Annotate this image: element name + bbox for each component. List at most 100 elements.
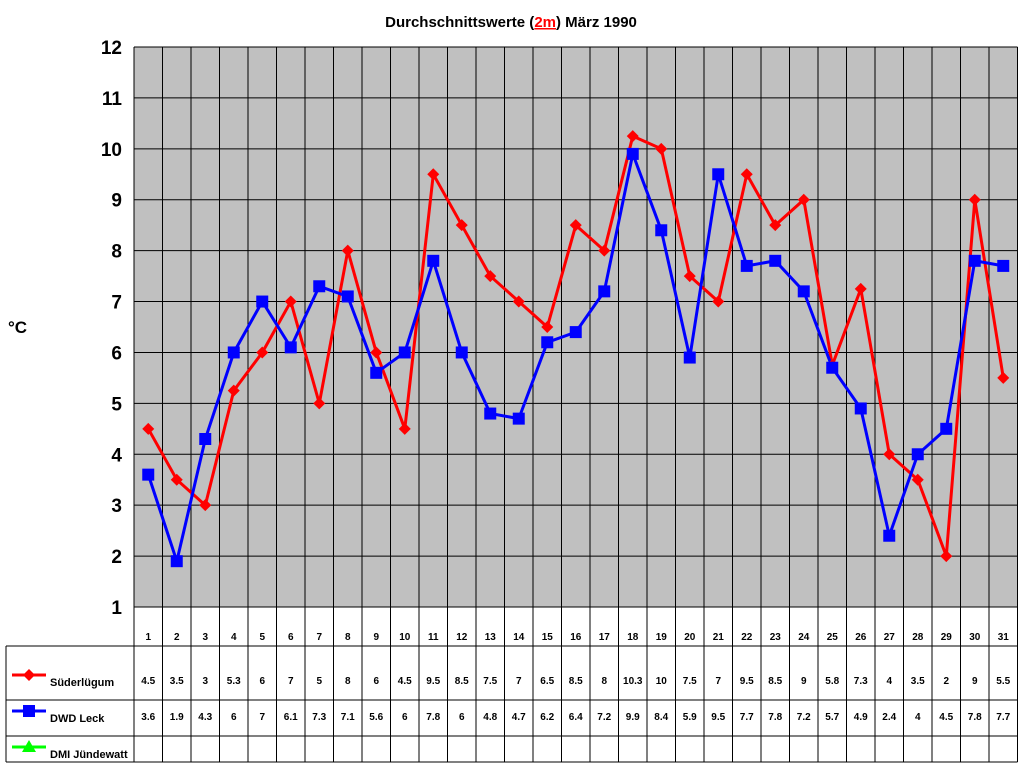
data-point	[569, 219, 582, 232]
data-label: 5.7	[825, 712, 839, 723]
data-table: 1 2 3 4 5 6 7 8 9 10 11 12 13 14 15 16 17 18 19 20 21 22 23 24 2…	[5, 606, 1018, 763]
data-label: 7.7	[996, 712, 1010, 723]
data-label: 7.1	[341, 712, 355, 723]
data-point	[911, 473, 924, 486]
data-point	[313, 397, 326, 410]
data-label: 5.8	[825, 676, 839, 687]
legend-label-1: DWD Leck	[50, 713, 105, 725]
x-category-label: 21	[713, 632, 725, 643]
data-point	[797, 193, 810, 206]
data-label: 8.5	[455, 676, 469, 687]
data-point	[769, 254, 782, 267]
data-label: 7.7	[740, 712, 754, 723]
data-label: 10	[656, 676, 668, 687]
y-tick-label: 12	[101, 38, 122, 59]
data-label: 6	[259, 676, 265, 687]
legend-label-2: DMI Jündewatt	[50, 749, 128, 761]
data-point	[940, 422, 953, 435]
data-point	[854, 402, 867, 415]
x-category-label: 22	[741, 632, 753, 643]
y-tick-label: 10	[101, 140, 122, 161]
x-category-label: 31	[998, 632, 1010, 643]
y-tick-label: 7	[111, 293, 122, 314]
chart-title: Durchschnittswerte (2m) März 1990	[385, 14, 637, 31]
x-category-label: 26	[855, 632, 867, 643]
data-point	[256, 295, 269, 308]
data-label: 6.5	[540, 676, 554, 687]
data-point	[626, 147, 639, 160]
data-label: 2.4	[882, 712, 896, 723]
data-label: 8.5	[569, 676, 583, 687]
data-label: 8.5	[768, 676, 782, 687]
data-label: 5.3	[227, 676, 241, 687]
data-label: 9.5	[711, 712, 725, 723]
data-point	[997, 259, 1010, 272]
y-tick-label: 8	[111, 242, 122, 263]
data-point	[740, 168, 753, 181]
data-label: 7.8	[968, 712, 982, 723]
y-tick-label: 6	[111, 343, 122, 364]
data-point	[142, 422, 155, 435]
data-point	[370, 366, 383, 379]
data-label: 7	[288, 676, 294, 687]
x-category-label: 11	[428, 632, 439, 643]
data-label: 6	[459, 712, 465, 723]
x-category-label: 10	[399, 632, 411, 643]
x-category-label: 13	[485, 632, 497, 643]
x-category-label: 7	[316, 632, 322, 643]
data-label: 4.5	[141, 676, 155, 687]
data-label: 7.3	[854, 676, 868, 687]
data-label: 9.5	[740, 676, 754, 687]
chart-title-suffix: ) März 1990	[556, 14, 637, 31]
legend-label-0: Süderlügum	[50, 677, 114, 689]
data-label: 7.8	[426, 712, 440, 723]
data-label: 8	[345, 676, 351, 687]
y-tick-label: 5	[111, 394, 122, 415]
data-point	[655, 142, 668, 155]
data-label: 7.5	[483, 676, 497, 687]
data-point	[683, 351, 696, 364]
x-category-label: 14	[513, 632, 525, 643]
data-point	[341, 244, 354, 257]
data-point	[427, 168, 440, 181]
x-category-label: 20	[684, 632, 696, 643]
data-point	[911, 448, 924, 461]
data-label: 6.4	[569, 712, 583, 723]
data-label: 4.8	[483, 712, 497, 723]
x-category-label: 4	[231, 632, 237, 643]
data-point	[512, 412, 525, 425]
data-label: 4.3	[198, 712, 212, 723]
x-category-label: 19	[656, 632, 668, 643]
x-category-label: 12	[456, 632, 468, 643]
data-point	[398, 346, 411, 359]
data-label: 4	[915, 712, 921, 723]
data-label: 4.7	[512, 712, 526, 723]
data-point	[142, 468, 155, 481]
data-label: 6	[231, 712, 237, 723]
series-markers	[142, 130, 1010, 568]
data-label: 4	[886, 676, 892, 687]
data-label: 4.5	[398, 676, 412, 687]
data-point	[854, 282, 867, 295]
x-category-label: 3	[202, 632, 208, 643]
data-point	[968, 254, 981, 267]
data-label: 7	[715, 676, 721, 687]
data-point	[712, 168, 725, 181]
x-category-label: 8	[345, 632, 351, 643]
data-point	[769, 219, 782, 232]
data-point	[370, 346, 383, 359]
chart-title-highlight: 2m	[534, 14, 556, 31]
data-label: 4.9	[854, 712, 868, 723]
data-label: 7.2	[797, 712, 811, 723]
x-category-label: 28	[912, 632, 924, 643]
data-point	[455, 346, 468, 359]
data-label: 2	[943, 676, 949, 687]
x-category-label: 16	[570, 632, 582, 643]
data-label: 9	[972, 676, 978, 687]
data-label: 8.4	[654, 712, 668, 723]
data-point	[170, 473, 183, 486]
data-label: 7.2	[597, 712, 611, 723]
data-label: 6.2	[540, 712, 554, 723]
data-point	[313, 280, 326, 293]
y-axis-unit-label: °C	[8, 318, 27, 337]
